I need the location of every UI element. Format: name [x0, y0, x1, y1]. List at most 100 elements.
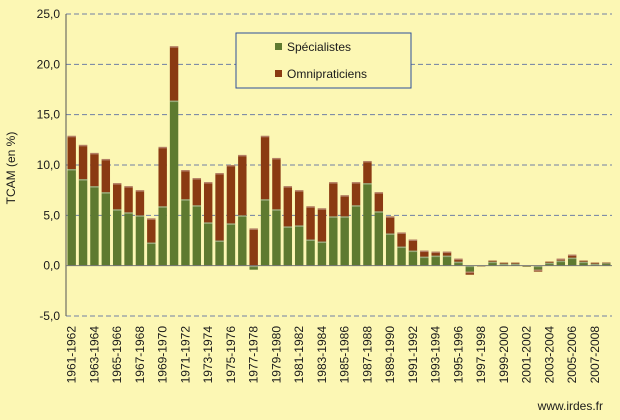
bar-specialistes — [192, 205, 202, 266]
bar-highlight — [340, 195, 349, 197]
bar-omnipraticiens — [306, 206, 315, 240]
bar-highlight — [147, 242, 156, 245]
x-tick-label: 1993-1994 — [429, 326, 443, 384]
x-tick-label: 1967-1968 — [133, 326, 147, 384]
bar-specialistes — [499, 263, 509, 266]
x-tick-label: 1981-1982 — [292, 326, 306, 384]
bar-omnipraticiens — [545, 261, 554, 263]
bar-highlight — [90, 186, 99, 188]
bar-specialistes — [579, 261, 588, 266]
bar-omnipraticiens — [363, 160, 372, 184]
bar-highlight — [385, 233, 395, 235]
bar-highlight — [567, 254, 577, 257]
bar-omnipraticiens — [112, 183, 122, 210]
bar-highlight — [78, 179, 88, 181]
bar-specialistes — [556, 260, 566, 266]
bar-highlight — [272, 209, 281, 211]
bar-specialistes — [431, 255, 440, 266]
legend: Spécialistes Omnipraticiens — [235, 32, 412, 89]
bar-omnipraticiens — [226, 165, 236, 224]
bar-specialistes — [101, 192, 111, 266]
bar-highlight — [420, 250, 429, 253]
bar-highlight — [511, 263, 520, 266]
bar-omnipraticiens — [397, 232, 406, 247]
bar-omnipraticiens — [260, 135, 270, 200]
bar-highlight — [374, 192, 384, 194]
bar-specialistes — [567, 257, 577, 266]
x-tick-label: 1963-1964 — [87, 326, 101, 384]
bar-highlight — [169, 46, 179, 48]
bar-highlight — [408, 250, 418, 253]
bar-highlight — [351, 205, 361, 207]
x-tick-label: 1985-1986 — [338, 326, 352, 384]
bar-omnipraticiens — [101, 158, 111, 193]
x-tick-label: 1997-1998 — [474, 326, 488, 384]
bar-highlight — [317, 208, 327, 210]
bar-highlight — [78, 144, 88, 147]
bar-omnipraticiens — [78, 144, 88, 180]
bar-omnipraticiens — [135, 190, 145, 216]
bar-omnipraticiens — [556, 258, 566, 261]
bar-highlight — [397, 246, 406, 249]
x-tick-label: 2005-2006 — [565, 326, 579, 384]
bar-highlight — [147, 218, 156, 220]
bar-highlight — [556, 258, 566, 261]
x-tick-label: 1969-1970 — [156, 326, 170, 384]
bar-omnipraticiens — [181, 170, 190, 200]
bar-highlight — [329, 182, 338, 184]
x-tick-label: 1989-1990 — [383, 326, 397, 384]
bar-omnipraticiens — [329, 182, 338, 217]
bar-highlight — [238, 215, 247, 217]
bar-highlight — [397, 232, 406, 234]
bar-highlight — [283, 186, 293, 188]
bar-highlight — [238, 154, 247, 157]
bar-omnipraticiens — [385, 216, 395, 234]
bar-specialistes — [169, 100, 179, 266]
x-tick-label: 1961-1962 — [65, 326, 79, 384]
bar-highlight — [556, 260, 566, 263]
bar-omnipraticiens — [238, 154, 247, 216]
bar-omnipraticiens — [533, 269, 543, 272]
bar-omnipraticiens — [499, 262, 509, 264]
bar-specialistes — [545, 262, 554, 266]
bar-highlight — [329, 216, 338, 218]
bar-omnipraticiens — [67, 135, 76, 170]
bar-highlight — [272, 157, 281, 160]
bar-highlight — [431, 255, 440, 258]
bar-highlight — [317, 241, 327, 244]
bar-omnipraticiens — [317, 208, 327, 242]
bar-highlight — [249, 265, 258, 268]
bar-omnipraticiens — [602, 262, 611, 264]
bar-highlight — [260, 199, 270, 201]
bar-omnipraticiens — [431, 251, 440, 256]
bar-omnipraticiens — [90, 152, 99, 187]
bar-highlight — [67, 135, 76, 138]
legend-box — [235, 32, 412, 89]
bar-highlight — [499, 263, 509, 266]
bar-specialistes — [511, 263, 520, 266]
y-tick-label: -5,0 — [39, 309, 60, 323]
x-tick-label: 1983-1984 — [315, 326, 329, 384]
bars-layer — [67, 46, 611, 275]
bar-specialistes — [397, 246, 406, 266]
bar-omnipraticiens — [567, 254, 577, 258]
bar-specialistes — [215, 240, 224, 266]
bar-highlight — [579, 261, 588, 264]
x-tick-label: 1999-2000 — [497, 326, 511, 384]
y-tick-label: 20,0 — [37, 57, 61, 71]
bar-specialistes — [385, 233, 395, 266]
bar-specialistes — [533, 265, 543, 270]
bar-specialistes — [90, 186, 99, 266]
bar-specialistes — [78, 179, 88, 266]
bar-omnipraticiens — [420, 250, 429, 257]
bar-highlight — [590, 263, 600, 266]
bar-omnipraticiens — [454, 258, 463, 262]
bar-highlight — [215, 240, 224, 242]
bar-highlight — [181, 199, 190, 201]
bar-specialistes — [340, 216, 349, 266]
bar-highlight — [294, 190, 304, 192]
bar-specialistes — [226, 223, 236, 266]
bar-highlight — [533, 265, 543, 268]
x-tick-label: 1991-1992 — [406, 326, 420, 384]
